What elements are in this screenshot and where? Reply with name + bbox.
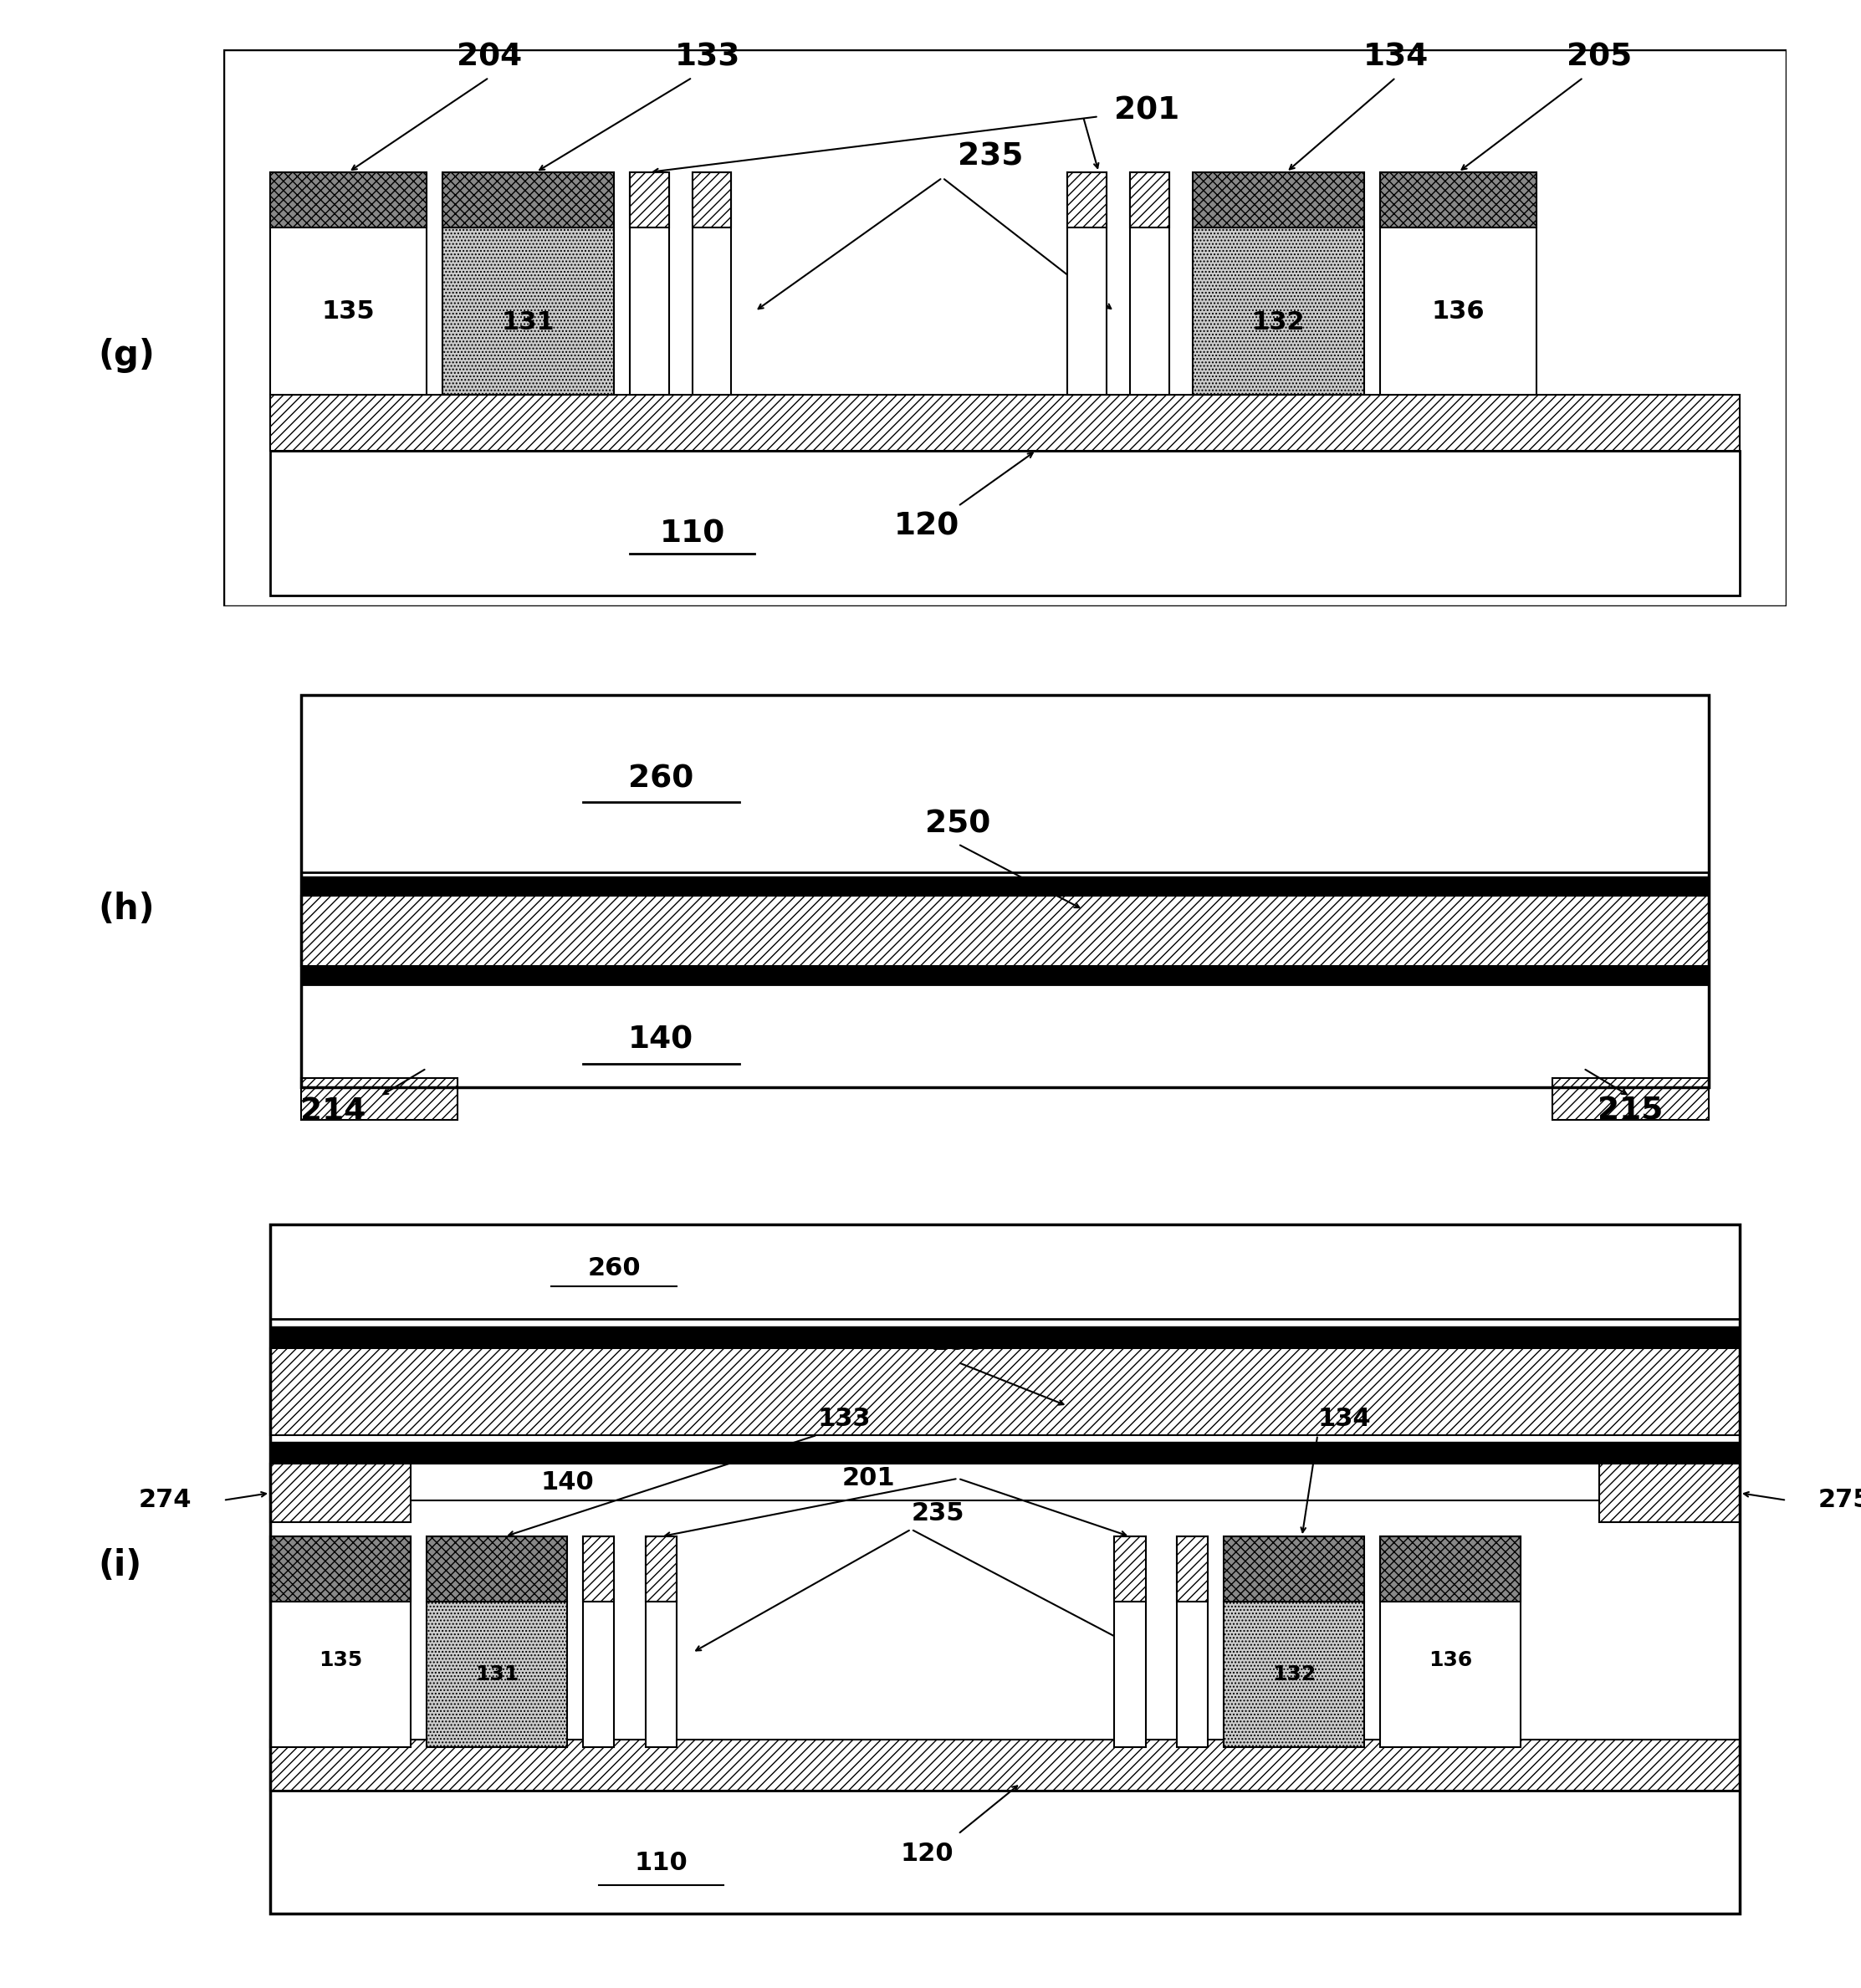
Bar bbox=[1381, 173, 1537, 396]
Bar bbox=[1176, 1537, 1208, 1747]
Bar bbox=[301, 966, 1708, 984]
Bar bbox=[270, 1463, 1740, 1501]
Text: 131: 131 bbox=[502, 310, 555, 334]
Bar bbox=[301, 1077, 458, 1119]
Bar bbox=[270, 1537, 411, 1747]
Text: 275: 275 bbox=[1818, 1489, 1861, 1513]
Text: 133: 133 bbox=[817, 1408, 871, 1431]
Bar bbox=[270, 1740, 1740, 1791]
Bar bbox=[270, 1463, 411, 1523]
Text: 204: 204 bbox=[456, 42, 521, 72]
Bar bbox=[692, 173, 731, 229]
Text: 135: 135 bbox=[322, 298, 374, 324]
Bar bbox=[646, 1537, 677, 1602]
Bar bbox=[582, 1537, 614, 1602]
Text: 250: 250 bbox=[932, 1330, 984, 1356]
Text: 110: 110 bbox=[659, 519, 726, 549]
Text: 274: 274 bbox=[140, 1489, 192, 1513]
Text: (h): (h) bbox=[99, 893, 154, 926]
Bar bbox=[270, 1441, 1740, 1463]
Text: 140: 140 bbox=[629, 1026, 694, 1056]
Bar bbox=[301, 877, 1708, 895]
Bar bbox=[1115, 1537, 1146, 1747]
Text: 133: 133 bbox=[676, 42, 741, 72]
Text: (i): (i) bbox=[99, 1549, 141, 1582]
Text: 215: 215 bbox=[1597, 1097, 1664, 1127]
Text: 136: 136 bbox=[1431, 298, 1485, 324]
Text: 235: 235 bbox=[958, 141, 1024, 173]
Bar bbox=[1068, 173, 1107, 229]
Text: 250: 250 bbox=[925, 809, 990, 839]
Bar bbox=[443, 173, 614, 229]
Bar bbox=[270, 451, 1740, 594]
Bar bbox=[1115, 1537, 1146, 1602]
Bar bbox=[629, 173, 668, 396]
Bar bbox=[270, 396, 1740, 451]
Text: 120: 120 bbox=[901, 1841, 953, 1865]
Bar bbox=[443, 229, 614, 396]
Bar bbox=[1193, 229, 1364, 396]
Text: 214: 214 bbox=[300, 1097, 365, 1127]
Text: 201: 201 bbox=[1115, 95, 1180, 125]
Text: 205: 205 bbox=[1567, 42, 1632, 72]
Text: 260: 260 bbox=[588, 1256, 640, 1280]
Bar bbox=[692, 173, 731, 396]
Text: 201: 201 bbox=[843, 1467, 895, 1491]
Bar bbox=[1552, 1077, 1708, 1119]
Text: 235: 235 bbox=[912, 1501, 964, 1525]
Bar bbox=[270, 1791, 1740, 1914]
Bar bbox=[301, 895, 1708, 966]
Text: 110: 110 bbox=[635, 1851, 689, 1875]
Bar bbox=[1068, 173, 1107, 396]
Bar bbox=[1193, 173, 1364, 229]
Bar bbox=[301, 694, 1708, 873]
Text: 131: 131 bbox=[475, 1664, 519, 1684]
Bar bbox=[1381, 1537, 1520, 1602]
Bar bbox=[1130, 173, 1169, 396]
Text: 134: 134 bbox=[1318, 1408, 1372, 1431]
Text: 134: 134 bbox=[1362, 42, 1429, 72]
Bar bbox=[270, 173, 426, 396]
Bar bbox=[426, 1537, 568, 1602]
Text: 135: 135 bbox=[318, 1650, 363, 1670]
Bar bbox=[1381, 1537, 1520, 1747]
Text: (g): (g) bbox=[99, 338, 154, 374]
Text: 260: 260 bbox=[629, 763, 694, 793]
Bar bbox=[301, 984, 1708, 1087]
Bar bbox=[1225, 1537, 1364, 1602]
Text: 120: 120 bbox=[893, 511, 960, 543]
Bar bbox=[270, 1326, 1740, 1348]
Bar bbox=[1130, 173, 1169, 229]
Text: 136: 136 bbox=[1429, 1650, 1472, 1670]
Bar bbox=[426, 1602, 568, 1747]
Bar bbox=[1599, 1463, 1740, 1523]
Bar bbox=[1225, 1602, 1364, 1747]
Bar bbox=[1381, 173, 1537, 229]
Text: 140: 140 bbox=[540, 1469, 594, 1495]
Bar bbox=[582, 1537, 614, 1747]
Text: 132: 132 bbox=[1273, 1664, 1316, 1684]
Bar bbox=[270, 1225, 1740, 1318]
Text: 132: 132 bbox=[1252, 310, 1305, 334]
Bar bbox=[270, 173, 426, 229]
Bar bbox=[646, 1537, 677, 1747]
Bar bbox=[301, 694, 1708, 1087]
Bar bbox=[270, 1348, 1740, 1435]
Bar bbox=[270, 1537, 411, 1602]
Bar bbox=[629, 173, 668, 229]
Bar bbox=[1176, 1537, 1208, 1602]
